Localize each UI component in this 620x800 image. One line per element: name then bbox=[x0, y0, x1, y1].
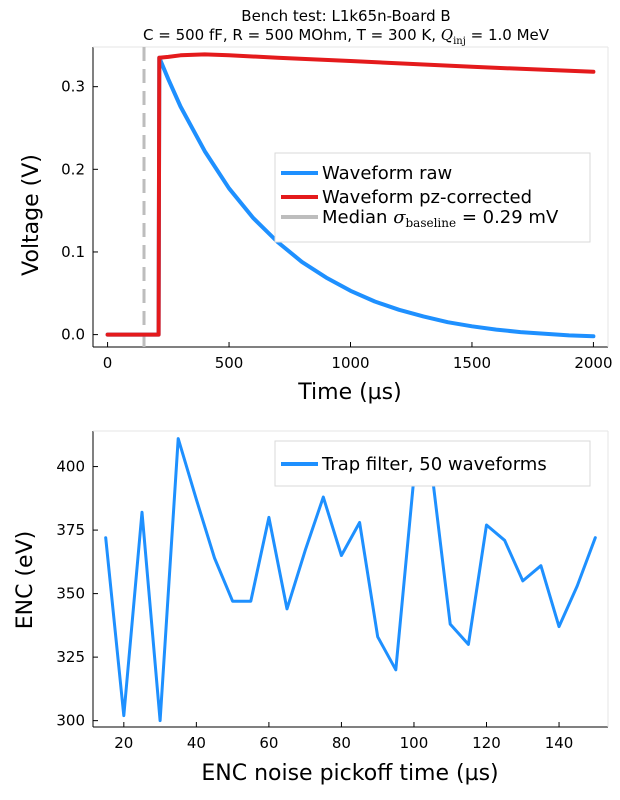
plot1-subtitle-math-sub: inj bbox=[453, 36, 466, 47]
plot2-y-tick-label: 350 bbox=[56, 585, 85, 603]
plot2-legend: Trap filter, 50 waveforms bbox=[274, 440, 591, 487]
plot2-x-tick-label: 20 bbox=[114, 734, 133, 752]
plot2-legend-box bbox=[274, 440, 591, 487]
plot1-subtitle: C = 500 fF, R = 500 MOhm, T = 300 K, Qin… bbox=[143, 26, 550, 47]
plot2-y-tick-label: 300 bbox=[56, 712, 85, 730]
plot1-marks bbox=[105, 47, 596, 347]
plot2-series-trap-filter-50-waveforms bbox=[104, 437, 597, 723]
plot1-legend-box bbox=[274, 152, 591, 243]
plot1-legend: Waveform raw Waveform pz-corrected Media… bbox=[274, 152, 591, 243]
plot1-y-tick-label: 0.0 bbox=[61, 326, 85, 344]
plot1-legend-label-baseline: Median σbaseline = 0.29 mV bbox=[322, 207, 559, 230]
plot2-legend-label-trap: Trap filter, 50 waveforms bbox=[321, 454, 547, 475]
plot1-ticks: 0 500 1000 1500 2000 0.0 0.1 0.2 0.3 bbox=[61, 78, 612, 372]
plot1-series-waveform-pz-corrected bbox=[105, 52, 596, 337]
plot1-y-tick-label: 0.1 bbox=[61, 243, 85, 261]
plot1-x-tick-label: 500 bbox=[215, 354, 244, 372]
plot1-legend-baseline-math-sub: baseline bbox=[406, 216, 457, 230]
plot1-legend-baseline-math: σ bbox=[393, 207, 406, 228]
plot2-x-tick-label: 120 bbox=[472, 734, 501, 752]
plot1-legend-baseline-suffix: = 0.29 mV bbox=[456, 207, 559, 228]
plot2-x-axis-label: ENC noise pickoff time (µs) bbox=[201, 761, 498, 786]
plot1-y-tick-label: 0.2 bbox=[61, 160, 85, 178]
plot2-y-axis-label: ENC (eV) bbox=[13, 531, 38, 629]
plot1-subtitle-math: Q bbox=[441, 26, 453, 44]
plot2-x-tick-label: 60 bbox=[259, 734, 278, 752]
plot1-subtitle-prefix: C = 500 fF, R = 500 MOhm, T = 300 K, bbox=[143, 26, 441, 44]
plot1-legend-label-raw: Waveform raw bbox=[322, 163, 452, 184]
plot2-x-tick-label: 100 bbox=[400, 734, 429, 752]
plot2-axes bbox=[92, 430, 609, 728]
plot2-marks bbox=[104, 437, 597, 723]
plot2-y-tick-label: 325 bbox=[56, 648, 85, 666]
plot1-y-tick-label: 0.3 bbox=[61, 78, 85, 96]
plot2-x-tick-label: 140 bbox=[545, 734, 574, 752]
plot2-ticks: 20 40 60 80 100 120 140 300 325 350 375 400 bbox=[56, 458, 573, 752]
plot1-x-tick-label: 0 bbox=[103, 354, 113, 372]
plot1-axes bbox=[92, 46, 609, 348]
plot1-legend-baseline-prefix: Median bbox=[322, 207, 393, 228]
plot1-x-tick-label: 1000 bbox=[331, 354, 369, 372]
plot1-x-tick-label: 1500 bbox=[453, 354, 491, 372]
plot2-y-tick-label: 375 bbox=[56, 521, 85, 539]
plot1-subtitle-suffix: = 1.0 MeV bbox=[466, 26, 550, 44]
plot1-title: Bench test: L1k65n-Board B bbox=[241, 7, 450, 25]
plot1-x-tick-label: 2000 bbox=[574, 354, 612, 372]
plot1-y-axis-label: Voltage (V) bbox=[19, 154, 44, 276]
plot2-x-tick-label: 40 bbox=[187, 734, 206, 752]
plot2-y-tick-label: 400 bbox=[56, 458, 85, 476]
plot2-x-tick-label: 80 bbox=[332, 734, 351, 752]
plot1-legend-label-pz: Waveform pz-corrected bbox=[322, 187, 532, 208]
plot1-x-axis-label: Time (µs) bbox=[297, 380, 401, 405]
